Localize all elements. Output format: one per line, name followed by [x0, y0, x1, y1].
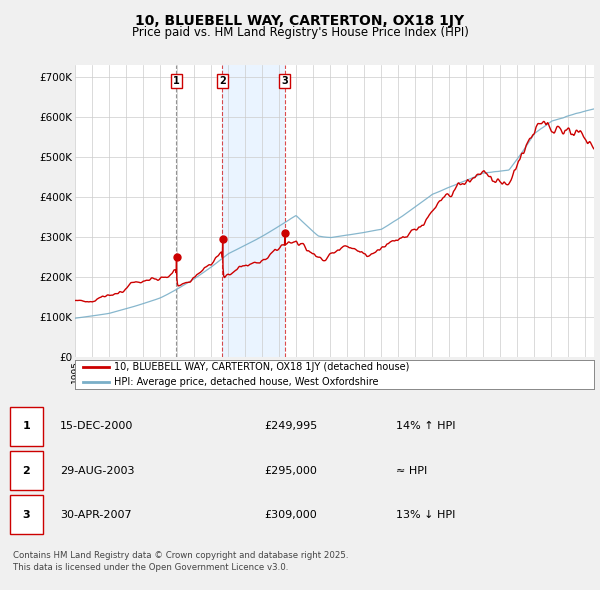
Text: 30-APR-2007: 30-APR-2007 — [60, 510, 131, 520]
Text: HPI: Average price, detached house, West Oxfordshire: HPI: Average price, detached house, West… — [114, 377, 379, 387]
Text: £249,995: £249,995 — [264, 421, 317, 431]
Text: 10, BLUEBELL WAY, CARTERTON, OX18 1JY: 10, BLUEBELL WAY, CARTERTON, OX18 1JY — [136, 14, 464, 28]
Text: 3: 3 — [23, 510, 30, 520]
Text: Contains HM Land Registry data © Crown copyright and database right 2025.
This d: Contains HM Land Registry data © Crown c… — [13, 551, 349, 572]
Text: 2: 2 — [23, 466, 30, 476]
Bar — [223, 65, 285, 357]
Text: 29-AUG-2003: 29-AUG-2003 — [60, 466, 134, 476]
Text: 15-DEC-2000: 15-DEC-2000 — [60, 421, 133, 431]
Text: £295,000: £295,000 — [264, 466, 317, 476]
Text: 2: 2 — [219, 76, 226, 86]
Text: 3: 3 — [281, 76, 288, 86]
Text: 1: 1 — [173, 76, 180, 86]
Text: ≈ HPI: ≈ HPI — [396, 466, 427, 476]
Text: 14% ↑ HPI: 14% ↑ HPI — [396, 421, 455, 431]
Text: Price paid vs. HM Land Registry's House Price Index (HPI): Price paid vs. HM Land Registry's House … — [131, 26, 469, 39]
Text: 13% ↓ HPI: 13% ↓ HPI — [396, 510, 455, 520]
Text: 10, BLUEBELL WAY, CARTERTON, OX18 1JY (detached house): 10, BLUEBELL WAY, CARTERTON, OX18 1JY (d… — [114, 362, 409, 372]
Text: £309,000: £309,000 — [264, 510, 317, 520]
Text: 1: 1 — [23, 421, 30, 431]
